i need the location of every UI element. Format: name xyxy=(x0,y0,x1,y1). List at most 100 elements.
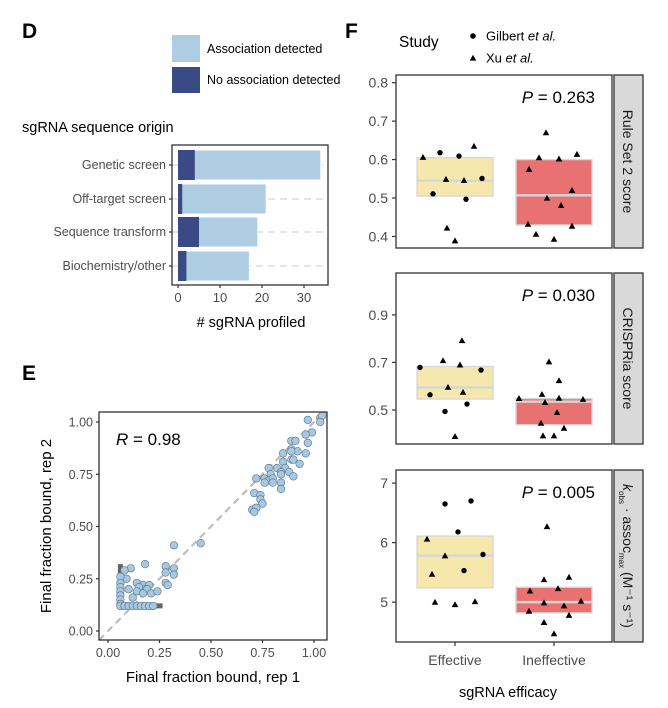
point-xu xyxy=(568,187,576,193)
bar-no-association-detected xyxy=(178,184,183,214)
point-gilbert xyxy=(417,364,423,371)
facet-frame xyxy=(395,272,613,445)
legend-label: Gilbert et al. xyxy=(486,29,556,44)
x-tick-label: Effective xyxy=(428,652,482,668)
y-tick-label: 7 xyxy=(380,475,388,491)
scatter-point xyxy=(316,417,325,427)
legend-triangle-icon xyxy=(469,54,477,61)
x-axis-label: Final fraction bound, rep 1 xyxy=(126,669,300,686)
scatter-point xyxy=(169,541,179,550)
facet-frame xyxy=(395,469,613,643)
y-tick-label: 0.5 xyxy=(369,190,389,206)
point-gilbert xyxy=(456,153,462,159)
facet-strip-label: kobs · assocmax (M⁻¹ s⁻¹) xyxy=(617,484,636,628)
category-label: Sequence transform xyxy=(53,225,166,239)
point-xu xyxy=(525,165,533,172)
point-xu xyxy=(539,432,547,439)
point-xu xyxy=(545,358,553,365)
scatter-point xyxy=(303,415,312,425)
point-xu xyxy=(543,194,551,201)
scatter-point xyxy=(149,601,158,611)
point-xu xyxy=(456,361,464,368)
point-xu xyxy=(451,601,459,608)
facet-frame xyxy=(395,74,613,249)
point-xu xyxy=(573,150,581,157)
panel-label-d: D xyxy=(22,20,37,43)
point-xu xyxy=(526,587,534,594)
scatter-point xyxy=(169,570,179,579)
point-gilbert xyxy=(455,529,461,535)
point-xu xyxy=(560,602,568,609)
point-xu xyxy=(525,607,533,614)
y-tick-label: 0.00 xyxy=(69,625,93,639)
point-xu xyxy=(550,630,558,637)
panel-label-f: F xyxy=(345,20,358,43)
facet-strip-label: CRISPRia score xyxy=(620,308,636,410)
y-tick-label: 1.00 xyxy=(69,416,93,430)
point-xu xyxy=(577,597,585,604)
y-axis-label: Final fraction bound, rep 2 xyxy=(38,439,55,613)
point-xu xyxy=(565,611,573,618)
point-xu xyxy=(451,237,459,244)
point-gilbert xyxy=(437,149,443,156)
y-tick-label: 0.5 xyxy=(369,402,389,418)
scatter-point xyxy=(138,589,148,598)
facet-strip-label: Rule Set 2 score xyxy=(620,110,636,214)
legend-label-etal: et al. xyxy=(528,29,556,44)
point-xu xyxy=(555,155,563,162)
legend-label-name: Gilbert xyxy=(486,29,528,44)
point-xu xyxy=(541,399,549,406)
scatter-point xyxy=(120,566,129,575)
point-xu xyxy=(540,576,548,583)
chart-title: sgRNA sequence origin xyxy=(22,120,174,136)
bar-association-detected xyxy=(177,250,250,282)
scatter-point xyxy=(289,455,298,464)
bar-no-association-detected xyxy=(178,251,187,281)
p-value-symbol: P xyxy=(522,483,534,502)
p-value-number: = 0.030 xyxy=(533,286,595,305)
point-xu xyxy=(428,570,436,577)
point-gilbert xyxy=(427,392,433,398)
point-xu xyxy=(540,599,548,606)
x-tick-label: 1.00 xyxy=(302,646,326,660)
y-tick-label: 5 xyxy=(380,594,388,610)
scatter-point xyxy=(161,568,170,577)
scatter-point xyxy=(303,438,312,448)
x-tick-label: 30 xyxy=(297,290,311,305)
point-xu xyxy=(443,224,451,231)
legend-label-association: Association detected xyxy=(207,42,322,56)
point-xu xyxy=(543,523,551,530)
p-value-annotation: P = 0.005 xyxy=(522,483,595,502)
scatter-point xyxy=(258,499,267,508)
point-xu xyxy=(444,383,452,390)
point-xu xyxy=(554,585,562,592)
scatter-point xyxy=(196,539,205,548)
point-xu xyxy=(537,419,545,426)
legend-title: Study xyxy=(399,34,439,51)
scatter-point xyxy=(301,430,310,439)
y-tick-label: 0.6 xyxy=(369,152,389,168)
p-value-annotation: P = 0.030 xyxy=(522,286,595,305)
x-axis-label: # sgRNA profiled xyxy=(197,315,306,331)
x-tick-label: 20 xyxy=(255,290,269,305)
category-label: Off-target screen xyxy=(72,192,166,206)
point-xu xyxy=(555,394,563,401)
point-xu xyxy=(550,235,558,242)
strip-unit: (M⁻¹ s⁻¹) xyxy=(620,568,636,628)
scatter-point xyxy=(140,560,150,569)
point-xu xyxy=(470,142,478,149)
scatter-point xyxy=(291,436,300,445)
facet-strip xyxy=(613,469,644,643)
y-tick-label: 0.7 xyxy=(369,354,389,370)
point-xu xyxy=(550,432,558,439)
point-xu xyxy=(532,230,540,237)
point-gilbert xyxy=(479,175,485,182)
point-xu xyxy=(515,395,523,401)
y-tick-label: 0.4 xyxy=(369,228,389,244)
legend-label-name: Xu xyxy=(486,51,506,66)
x-tick-label: 0.00 xyxy=(96,646,120,660)
scatter-point xyxy=(276,484,286,493)
y-tick-label: 6 xyxy=(380,535,388,551)
point-xu xyxy=(535,154,543,161)
